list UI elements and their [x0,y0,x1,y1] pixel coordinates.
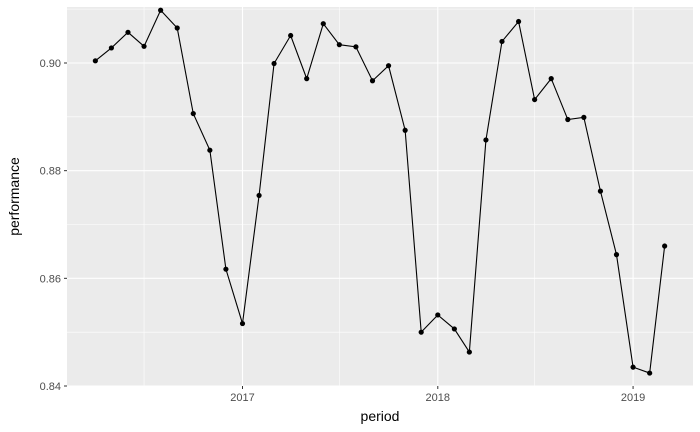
y-axis-title: performance [6,157,22,236]
data-point [418,329,424,335]
data-point [662,243,668,249]
data-point [369,78,376,84]
data-point [158,7,164,13]
data-point [548,76,554,82]
y-tick-label: 0.86 [40,273,61,285]
data-point [565,116,571,123]
data-point [499,38,505,45]
minor-gridlines [67,7,693,386]
data-point [581,114,587,120]
data-point [402,127,408,133]
data-point [515,18,522,25]
data-point [532,96,538,103]
data-point [304,76,310,82]
data-point [92,58,98,64]
data-point [256,192,262,199]
data-point [353,44,359,50]
x-tick-label: 2017 [230,392,254,404]
data-point [435,312,441,318]
data-point [630,364,636,370]
data-point [108,45,115,51]
y-tick-label: 0.90 [40,58,61,70]
data-point [223,266,229,272]
x-tick-label: 2018 [426,392,450,404]
data-point [190,110,196,117]
data-point [141,43,147,49]
x-tick-label: 2019 [621,392,645,404]
series-layer [92,7,668,376]
data-point [288,32,294,39]
data-point [385,63,392,69]
y-tick-label: 0.84 [40,381,61,393]
data-point [174,25,180,31]
series-line [95,9,666,374]
major-gridlines [67,7,693,387]
data-point [239,320,246,327]
data-point [125,29,131,35]
data-point [336,42,342,48]
data-point [647,370,653,376]
data-point [466,349,472,355]
data-point [207,147,213,153]
x-axis: 2017 2018 2019 [230,386,645,404]
data-point [271,60,277,67]
data-point [320,21,326,27]
y-axis: 0.84 0.86 0.88 0.90 [40,58,67,393]
y-tick-label: 0.88 [40,166,61,178]
x-axis-title: period [361,408,400,424]
data-point [451,326,457,332]
plot-panel [67,7,693,386]
data-point [597,188,604,194]
data-point [613,252,620,258]
data-point [483,137,489,143]
